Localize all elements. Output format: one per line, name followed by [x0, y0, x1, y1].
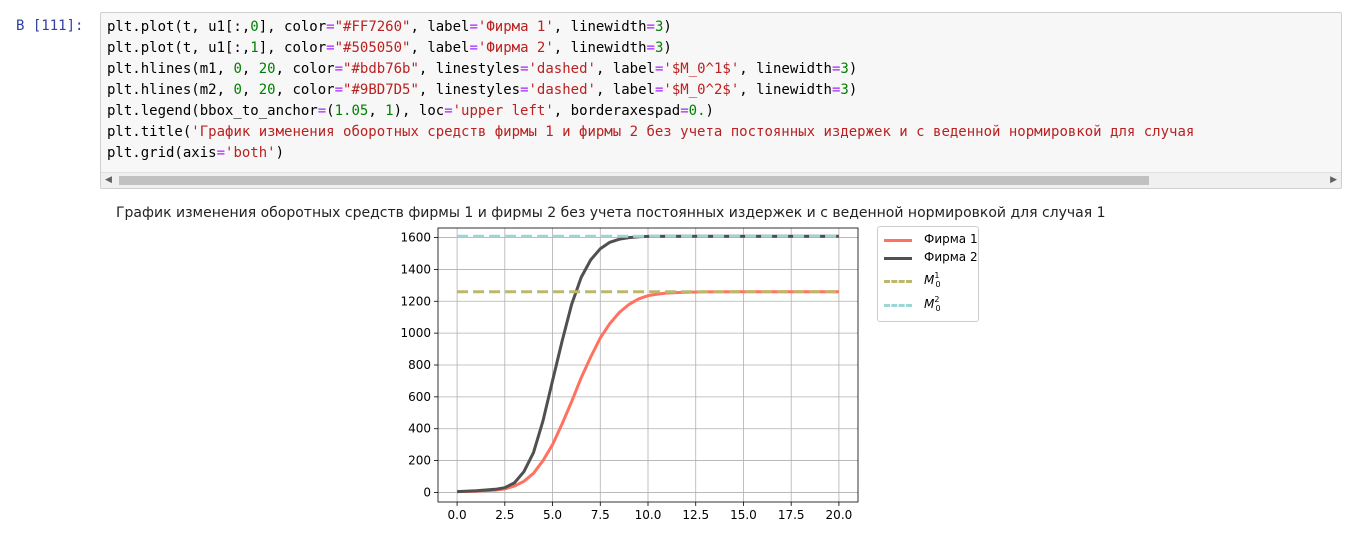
legend-line-firm2 — [884, 257, 912, 260]
x-tick-label: 10.0 — [635, 508, 662, 522]
code-editor[interactable]: plt.plot(t, u1[:,0], color="#FF7260", la… — [107, 17, 1194, 164]
y-tick-label: 1000 — [400, 326, 431, 340]
x-tick-label: 2.5 — [495, 508, 514, 522]
y-tick-label: 1600 — [400, 231, 431, 245]
scrollbar-thumb[interactable] — [119, 176, 1149, 185]
plot-title: График изменения оборотных средств фирмы… — [116, 205, 1106, 221]
x-tick-label: 0.0 — [448, 508, 467, 522]
legend-line-m01 — [884, 280, 912, 283]
code-line: plt.plot(t, u1[:,0], color="#FF7260", la… — [107, 19, 672, 35]
code-line: plt.plot(t, u1[:,1], color="#505050", la… — [107, 40, 672, 56]
scroll-left-icon[interactable]: ◀ — [105, 175, 112, 185]
code-cell-input[interactable]: plt.plot(t, u1[:,0], color="#FF7260", la… — [100, 12, 1342, 189]
cell-prompt: В [111]: — [16, 18, 84, 34]
horizontal-scrollbar[interactable]: ◀ ▶ — [101, 172, 1341, 188]
x-tick-label: 15.0 — [730, 508, 757, 522]
x-tick-label: 20.0 — [826, 508, 853, 522]
y-tick-label: 400 — [408, 422, 431, 436]
legend-label-firm2: Фирма 2 — [924, 250, 978, 264]
y-tick-label: 1200 — [400, 294, 431, 308]
legend-line-m02 — [884, 304, 912, 307]
legend-line-firm1 — [884, 239, 912, 242]
y-tick-label: 1400 — [400, 262, 431, 276]
x-tick-label: 17.5 — [778, 508, 805, 522]
code-line: plt.legend(bbox_to_anchor=(1.05, 1), loc… — [107, 103, 714, 119]
y-tick-label: 600 — [408, 390, 431, 404]
legend-label-m01: M10 — [924, 271, 941, 289]
legend-label-firm1: Фирма 1 — [924, 232, 978, 246]
x-tick-label: 12.5 — [682, 508, 709, 522]
scroll-right-icon[interactable]: ▶ — [1330, 175, 1337, 185]
code-line: plt.title('График изменения оборотных ср… — [107, 124, 1195, 140]
code-line: plt.hlines(m2, 0, 20, color="#9BD7D5", l… — [107, 82, 858, 98]
code-line: plt.grid(axis='both') — [107, 145, 285, 161]
y-tick-label: 800 — [408, 358, 431, 372]
legend-label-m02: M20 — [924, 295, 941, 313]
chart-legend: Фирма 1 Фирма 2 M10 M20 — [877, 226, 979, 322]
x-tick-label: 7.5 — [591, 508, 610, 522]
code-line: plt.hlines(m1, 0, 20, color="#bdb76b", l… — [107, 61, 858, 77]
x-tick-label: 5.0 — [543, 508, 562, 522]
y-tick-label: 200 — [408, 454, 431, 468]
y-tick-label: 0 — [423, 485, 431, 499]
